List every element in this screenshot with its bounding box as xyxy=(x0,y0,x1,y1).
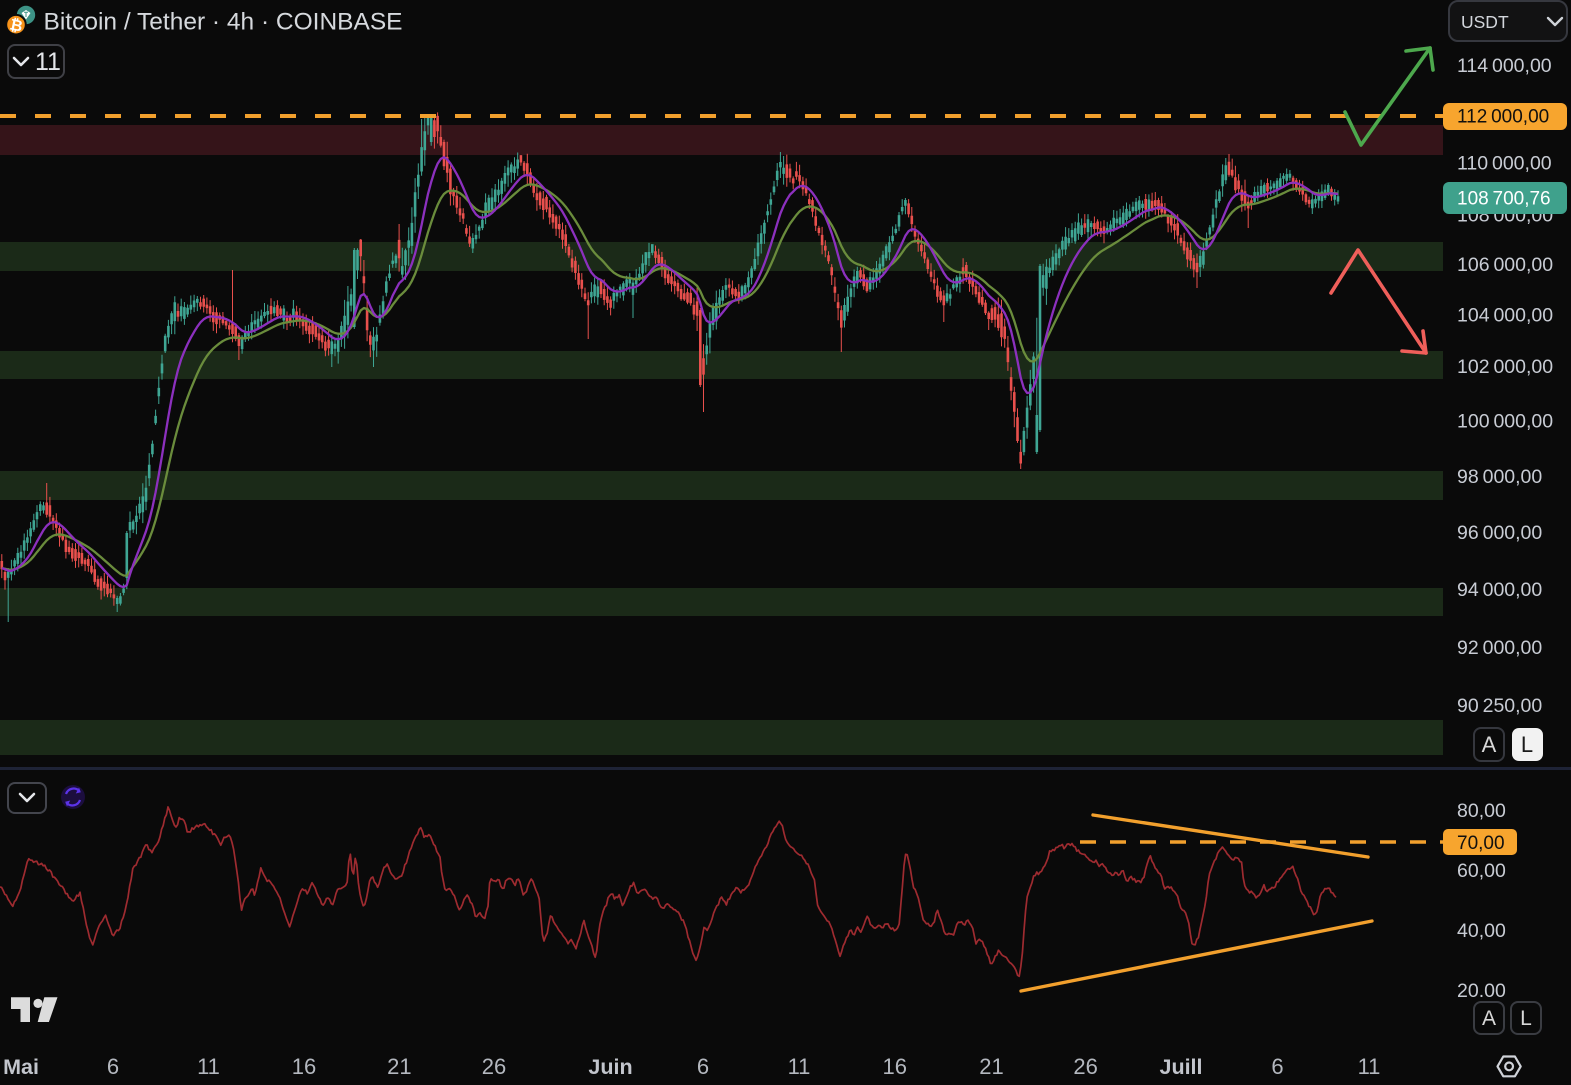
svg-text:6: 6 xyxy=(107,1054,119,1079)
svg-text:70,00: 70,00 xyxy=(1457,833,1505,854)
svg-text:110 000,00: 110 000,00 xyxy=(1457,153,1552,175)
svg-text:Bitcoin / Tether · 4h · COINBA: Bitcoin / Tether · 4h · COINBASE xyxy=(44,9,403,36)
svg-text:106 000,00: 106 000,00 xyxy=(1457,254,1553,276)
svg-text:11: 11 xyxy=(197,1054,220,1079)
svg-text:90 250,00: 90 250,00 xyxy=(1457,695,1542,717)
svg-text:₿: ₿ xyxy=(8,16,24,35)
svg-text:11: 11 xyxy=(788,1054,811,1079)
svg-text:20.00: 20.00 xyxy=(1457,980,1506,1002)
svg-text:21: 21 xyxy=(979,1054,1003,1079)
svg-text:112 000,00: 112 000,00 xyxy=(1457,107,1549,128)
svg-text:98 000,00: 98 000,00 xyxy=(1457,466,1542,488)
svg-text:L: L xyxy=(1521,732,1533,757)
svg-text:A: A xyxy=(1482,1007,1496,1030)
svg-text:6: 6 xyxy=(1271,1054,1283,1079)
svg-text:40,00: 40,00 xyxy=(1457,920,1506,942)
svg-text:16: 16 xyxy=(883,1054,907,1079)
svg-text:80,00: 80,00 xyxy=(1457,800,1506,822)
svg-text:Mai: Mai xyxy=(3,1055,39,1079)
svg-text:Juill: Juill xyxy=(1159,1055,1202,1079)
svg-text:A: A xyxy=(1482,732,1497,757)
svg-text:L: L xyxy=(1520,1007,1532,1030)
svg-text:100 000,00: 100 000,00 xyxy=(1457,411,1553,433)
svg-text:92 000,00: 92 000,00 xyxy=(1457,637,1542,659)
svg-text:114 000,00: 114 000,00 xyxy=(1457,55,1552,77)
svg-text:11: 11 xyxy=(35,48,61,76)
svg-text:104 000,00: 104 000,00 xyxy=(1457,305,1553,327)
svg-text:16: 16 xyxy=(292,1054,316,1079)
svg-text:26: 26 xyxy=(1073,1054,1097,1079)
svg-text:Juin: Juin xyxy=(588,1055,632,1079)
svg-text:USDT: USDT xyxy=(1461,12,1509,32)
svg-text:26: 26 xyxy=(482,1054,506,1079)
svg-text:108 700,76: 108 700,76 xyxy=(1457,189,1551,210)
svg-text:102 000,00: 102 000,00 xyxy=(1457,356,1553,378)
svg-text:96 000,00: 96 000,00 xyxy=(1457,522,1542,544)
svg-text:94 000,00: 94 000,00 xyxy=(1457,579,1542,601)
svg-text:11: 11 xyxy=(1358,1054,1381,1079)
svg-text:21: 21 xyxy=(387,1054,411,1079)
svg-text:6: 6 xyxy=(697,1054,709,1079)
svg-text:60,00: 60,00 xyxy=(1457,860,1506,882)
